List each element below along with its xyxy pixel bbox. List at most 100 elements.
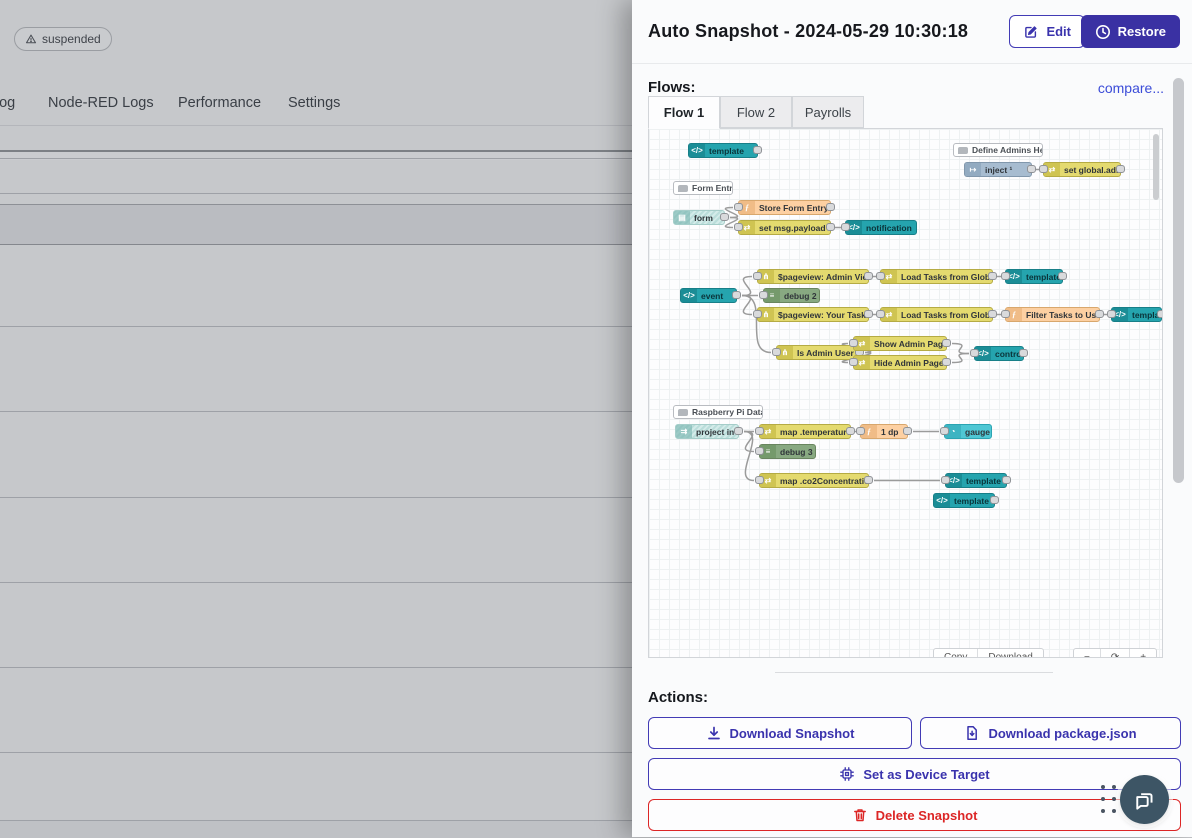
flow-node-filter_tasks[interactable]: ƒ Filter Tasks to User <box>1001 307 1104 322</box>
comment-bubble-icon <box>958 146 968 154</box>
flow-node-store_form[interactable]: ƒ Store Form Entry <box>734 200 835 215</box>
input-port <box>841 222 850 231</box>
flow-node-map_co2[interactable]: ⇄ map .co2Concentration <box>755 473 873 488</box>
input-port <box>1039 164 1048 173</box>
chat-launcher-button[interactable] <box>1120 775 1169 824</box>
output-port <box>1116 164 1125 173</box>
debug-icon: ≡ <box>760 445 776 458</box>
flow-node-pv_admin[interactable]: ⋔ $pageview: Admin View <box>753 269 873 284</box>
divider <box>0 326 632 327</box>
snapshot-drawer: Auto Snapshot - 2024-05-29 10:30:18 Edit… <box>632 0 1192 837</box>
flow-node-form[interactable]: ▤ form <box>673 210 729 225</box>
output-port <box>753 145 762 154</box>
flow-node-set_global_admins[interactable]: ⇄ set global.admins <box>1039 162 1125 177</box>
flow-node-label: Hide Admin Page <box>874 357 944 368</box>
tab-performance[interactable]: Performance <box>178 95 262 111</box>
flow-node-one_dp[interactable]: ƒ 1 dp <box>856 424 912 439</box>
flow-node-template_r1[interactable]: </> template <box>1001 269 1067 284</box>
download-snapshot-button[interactable]: Download Snapshot <box>648 717 912 749</box>
flow-node-template_r2[interactable]: </> template <box>1107 307 1162 322</box>
drag-handle-dots[interactable] <box>1097 785 1119 813</box>
flow-node-comment_define[interactable]: Define Admins Here <box>953 143 1043 157</box>
status-badge: suspended <box>14 27 112 51</box>
actions-section-label: Actions: <box>648 689 708 706</box>
code-icon: </> <box>946 474 962 487</box>
table-row[interactable] <box>0 204 632 245</box>
download-icon <box>706 725 722 741</box>
code-icon: </> <box>934 494 950 507</box>
flow-node-ltfg2[interactable]: ⇄ Load Tasks from Global <box>876 307 997 322</box>
flow-node-template_p2[interactable]: </> template <box>933 493 999 508</box>
input-port <box>734 222 743 231</box>
project-icon: ⇉ <box>676 425 692 438</box>
input-port <box>734 202 743 211</box>
flow-tab-3[interactable]: Payrolls <box>792 96 864 128</box>
zoom-in-button[interactable]: + <box>1140 652 1147 658</box>
flow-node-label: Show Admin Page <box>874 338 946 349</box>
flow-node-label: template <box>954 495 989 506</box>
flow-node-inject1[interactable]: ↦ inject ¹ <box>964 162 1036 177</box>
download-snapshot-label: Download Snapshot <box>729 725 855 741</box>
zoom-out-button[interactable]: − <box>1074 649 1101 657</box>
flow-node-label: Load Tasks from Global <box>901 309 992 320</box>
flow-node-debug3[interactable]: ≡ debug 3 <box>755 444 816 459</box>
flow-node-label: template <box>1026 271 1061 282</box>
restore-button[interactable]: Restore <box>1080 15 1180 48</box>
clock-icon <box>1095 24 1111 40</box>
divider <box>0 752 632 753</box>
flow-scrollbar-thumb[interactable] <box>1153 134 1159 200</box>
divider <box>775 672 1053 673</box>
flow-node-label: set global.admins <box>1064 164 1120 175</box>
flow-tab-2[interactable]: Flow 2 <box>720 96 792 128</box>
output-port <box>942 357 951 366</box>
flow-node-hide_admin[interactable]: ⇄ Hide Admin Page <box>849 355 951 370</box>
zoom-reset-button[interactable]: ⟳ <box>1101 649 1131 657</box>
code-icon: </> <box>681 289 697 302</box>
flow-node-template_p1[interactable]: </> template <box>941 473 1011 488</box>
flow-preview-canvas[interactable]: Define Admins Here ↦ inject ¹ ⇄ set global.a… <box>648 128 1163 658</box>
flow-node-template_top[interactable]: </> template <box>688 143 762 158</box>
drawer-scrollbar-thumb[interactable] <box>1173 78 1184 483</box>
flow-node-gauge[interactable]: ◔ gauge <box>940 424 992 439</box>
compare-link[interactable]: compare... <box>1097 80 1164 96</box>
flow-node-label: notification <box>866 222 912 233</box>
input-port <box>755 446 764 455</box>
divider <box>0 411 632 412</box>
flows-section-label: Flows: <box>648 79 696 96</box>
flow-node-notification[interactable]: </> notification <box>841 220 917 235</box>
flow-node-set_msg_payload[interactable]: ⇄ set msg.payload <box>734 220 835 235</box>
flow-node-control[interactable]: </> control <box>970 346 1028 361</box>
flow-node-project_in[interactable]: ⇉ project in 1 <box>675 424 743 439</box>
tab-node-red-logs[interactable]: Node-RED Logs <box>48 95 154 111</box>
flow-node-label: gauge <box>965 426 991 437</box>
download-button[interactable]: Download <box>988 652 1033 658</box>
flow-node-show_admin[interactable]: ⇄ Show Admin Page <box>849 336 951 351</box>
change-icon: ⇄ <box>881 270 897 283</box>
flow-node-pv_tasks[interactable]: ⋔ $pageview: Your Tasks <box>753 307 873 322</box>
edit-button[interactable]: Edit <box>1009 15 1085 48</box>
flow-node-comment_form[interactable]: Form Entry <box>673 181 733 195</box>
flow-node-label: Filter Tasks to User <box>1026 309 1099 320</box>
copy-button[interactable]: Copy <box>934 649 979 657</box>
flow-node-event[interactable]: </> event <box>680 288 741 303</box>
flow-node-ltfg1[interactable]: ⇄ Load Tasks from Global <box>876 269 997 284</box>
output-port <box>1002 475 1011 484</box>
flow-tab-1[interactable]: Flow 1 <box>648 96 720 129</box>
set-device-target-button[interactable]: Set as Device Target <box>648 758 1181 790</box>
output-port <box>826 202 835 211</box>
flow-node-label: inject ¹ <box>985 164 1013 175</box>
edit-icon <box>1023 24 1039 40</box>
flow-node-comment_rpi[interactable]: Raspberry Pi Data <box>673 405 763 419</box>
divider <box>0 582 632 583</box>
tab-settings[interactable]: Settings <box>288 95 341 111</box>
input-port <box>759 290 768 299</box>
flow-node-map_temp[interactable]: ⇄ map .temperature <box>755 424 855 439</box>
debug-icon: ≡ <box>764 289 780 302</box>
background-tab-bar: Log Node-RED Logs Performance Settings <box>0 95 632 115</box>
flow-node-is_admin[interactable]: ⋔ Is Admin User <box>772 345 864 360</box>
download-package-json-button[interactable]: Download package.json <box>920 717 1181 749</box>
tab-log[interactable]: Log <box>0 95 16 111</box>
input-port <box>849 357 858 366</box>
flow-node-debug2[interactable]: ≡ debug 2 <box>759 288 820 303</box>
delete-snapshot-button[interactable]: Delete Snapshot <box>648 799 1181 831</box>
